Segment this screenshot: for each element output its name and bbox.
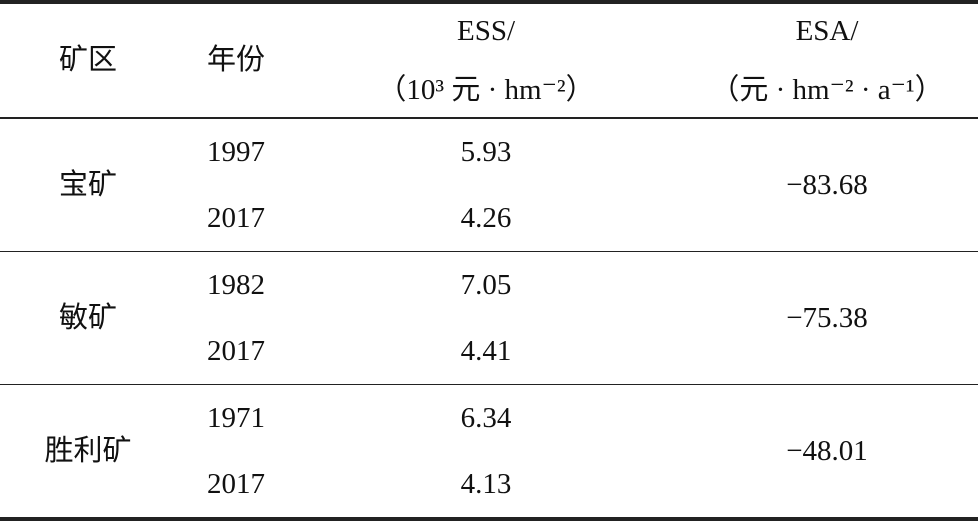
ess-cell: 4.41 — [460, 334, 512, 367]
header-cell: 年份 — [176, 2, 296, 118]
header-text: 矿区 — [58, 44, 117, 76]
year-cell: 1982 — [207, 268, 265, 301]
header-unit: （10³ 元 · hm⁻²） — [377, 73, 595, 106]
header-text: ESA/ — [795, 14, 859, 47]
esa-cell: −48.01 — [786, 434, 868, 467]
data-row: 宝矿 1997 5.93 −83.68 — [0, 118, 978, 199]
ess-cell: 7.05 — [460, 268, 512, 301]
esa-cell: −83.68 — [786, 168, 868, 201]
year-cell: 2017 — [207, 201, 265, 234]
mine-cell: 宝矿 — [58, 168, 117, 201]
ess-cell: 5.93 — [460, 135, 512, 168]
ess-cell: 4.13 — [460, 467, 512, 500]
esa-cell: −75.38 — [786, 301, 868, 334]
data-row: 敏矿 1982 7.05 −75.38 — [0, 251, 978, 332]
mine-cell: 胜利矿 — [44, 434, 132, 467]
mine-cell: 敏矿 — [58, 301, 117, 334]
year-cell: 2017 — [207, 467, 265, 500]
year-cell: 1997 — [207, 135, 265, 168]
header-cell: ESS/ （10³ 元 · hm⁻²） — [296, 2, 676, 118]
year-cell: 1971 — [207, 401, 265, 434]
data-row: 2017 4.26 — [0, 185, 978, 252]
header-cell: ESA/ （元 · hm⁻² · a⁻¹） — [676, 2, 978, 118]
data-row: 2017 4.41 — [0, 318, 978, 385]
ess-cell: 4.26 — [460, 201, 512, 234]
header-text: ESS/ — [456, 14, 516, 47]
header-cell: 矿区 — [0, 2, 176, 118]
header-row: 矿区 年份 ESS/ （10³ 元 · hm⁻²） ESA/ （元 · hm⁻² ·… — [0, 2, 978, 118]
ess-cell: 6.34 — [460, 401, 512, 434]
data-row: 胜利矿 1971 6.34 −48.01 — [0, 384, 978, 465]
header-text: 年份 — [206, 44, 265, 76]
year-cell: 2017 — [207, 334, 265, 367]
header-unit: （元 · hm⁻² · a⁻¹） — [710, 73, 944, 106]
